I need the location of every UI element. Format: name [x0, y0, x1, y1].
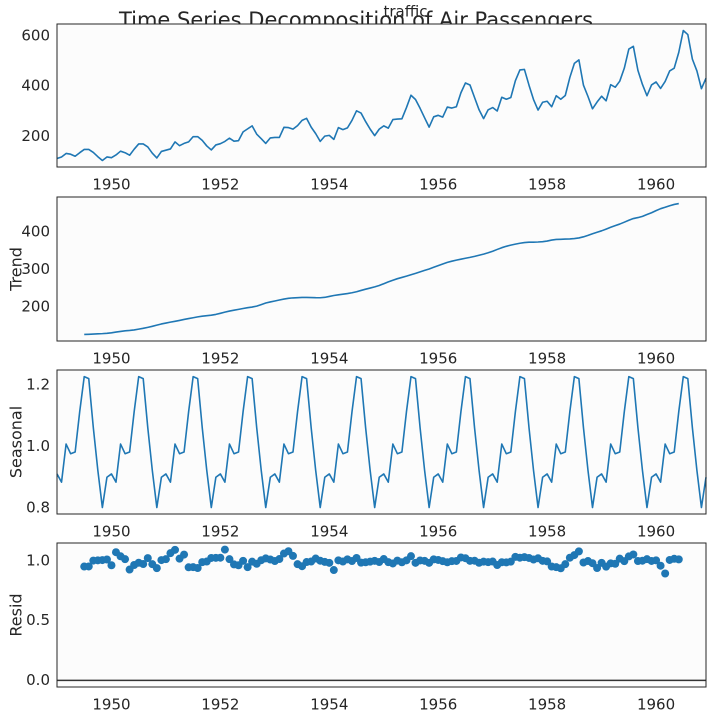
resid-point — [107, 561, 116, 570]
resid-point — [143, 554, 152, 563]
x-tick-label: 1960 — [637, 176, 675, 194]
resid-point — [220, 545, 229, 554]
resid-point — [216, 553, 225, 562]
y-tick-label: 600 — [21, 27, 50, 45]
resid-point — [329, 566, 338, 575]
x-tick-label: 1952 — [201, 176, 239, 194]
resid-point — [574, 547, 583, 556]
resid-point — [225, 555, 234, 564]
panel: 1950 1952 1954 1956 1958 1960 200 300 400 Trend — [7, 196, 707, 368]
x-tick-label: 1958 — [528, 696, 566, 712]
plot-area — [57, 370, 706, 514]
plot-area — [57, 24, 706, 167]
y-tick-label: 0.5 — [26, 611, 50, 629]
resid-point — [674, 555, 683, 564]
plot-frame — [56, 369, 707, 515]
x-tick-label: 1956 — [419, 696, 457, 712]
y-tick-label: 200 — [21, 297, 50, 315]
resid-point — [102, 555, 111, 564]
resid-point — [661, 569, 670, 578]
plot-frame — [56, 542, 707, 688]
y-tick-label: 200 — [21, 127, 50, 145]
x-tick-label: 1960 — [637, 523, 675, 541]
resid-point — [593, 563, 602, 572]
x-tick-label: 1950 — [92, 350, 130, 368]
plot-frame — [56, 196, 707, 342]
panel: 1950 1952 1954 1956 1958 1960 200 400 600 traffic — [21, 3, 707, 194]
x-tick-label: 1958 — [528, 350, 566, 368]
plot-area — [57, 197, 706, 341]
x-tick-label: 1952 — [201, 350, 239, 368]
x-tick-label: 1960 — [637, 350, 675, 368]
y-tick-label: 1.0 — [26, 551, 50, 569]
resid-point — [243, 563, 252, 572]
resid-point — [152, 564, 161, 573]
y-axis-label: Trend — [7, 247, 26, 292]
panel-title: traffic — [384, 3, 428, 21]
x-tick-label: 1952 — [201, 523, 239, 541]
x-tick-label: 1958 — [528, 176, 566, 194]
resid-point — [161, 555, 170, 564]
series-line — [56, 375, 707, 509]
x-tick-label: 1954 — [310, 523, 348, 541]
series-line — [56, 29, 707, 162]
x-tick-label: 1950 — [92, 176, 130, 194]
x-tick-label: 1956 — [419, 176, 457, 194]
resid-point — [288, 551, 297, 560]
resid-point — [139, 560, 148, 569]
y-tick-label: 400 — [21, 222, 50, 240]
x-tick-label: 1954 — [310, 176, 348, 194]
series-line — [84, 202, 679, 336]
y-axis-label: Resid — [7, 593, 26, 636]
resid-point — [239, 556, 248, 565]
resid-point — [611, 559, 620, 568]
resid-point — [193, 563, 202, 572]
resid-point — [84, 562, 93, 571]
x-tick-label: 1956 — [419, 523, 457, 541]
resid-point — [406, 552, 415, 561]
resid-point — [121, 555, 130, 564]
resid-point — [171, 545, 180, 554]
resid-point — [629, 550, 638, 559]
resid-point — [180, 550, 189, 559]
resid-point — [325, 558, 334, 567]
y-tick-label: 0.0 — [26, 671, 50, 689]
panel: 1950 1952 1954 1956 1958 1960 0.8 1.0 1.2Seasona… — [7, 369, 707, 541]
y-axis-label: Seasonal — [7, 406, 26, 478]
y-tick-label: 300 — [21, 260, 50, 278]
resid-point — [561, 560, 570, 569]
y-tick-label: 1.2 — [26, 375, 50, 393]
x-tick-label: 1952 — [201, 696, 239, 712]
resid-point — [656, 561, 665, 570]
resid-point — [652, 556, 661, 565]
plot-frame — [56, 23, 707, 168]
x-tick-label: 1950 — [92, 523, 130, 541]
x-tick-label: 1956 — [419, 350, 457, 368]
x-tick-label: 1950 — [92, 696, 130, 712]
panel: 1950 1952 1954 1956 1958 1960 0.0 0.5 1.0 Resid — [7, 542, 707, 712]
resid-point — [543, 557, 552, 566]
x-tick-label: 1958 — [528, 523, 566, 541]
x-tick-label: 1954 — [310, 696, 348, 712]
x-tick-label: 1954 — [310, 350, 348, 368]
resid-point — [275, 555, 284, 564]
y-tick-label: 0.8 — [26, 498, 50, 516]
x-tick-label: 1960 — [637, 696, 675, 712]
y-tick-label: 400 — [21, 77, 50, 95]
y-tick-label: 1.0 — [26, 437, 50, 455]
